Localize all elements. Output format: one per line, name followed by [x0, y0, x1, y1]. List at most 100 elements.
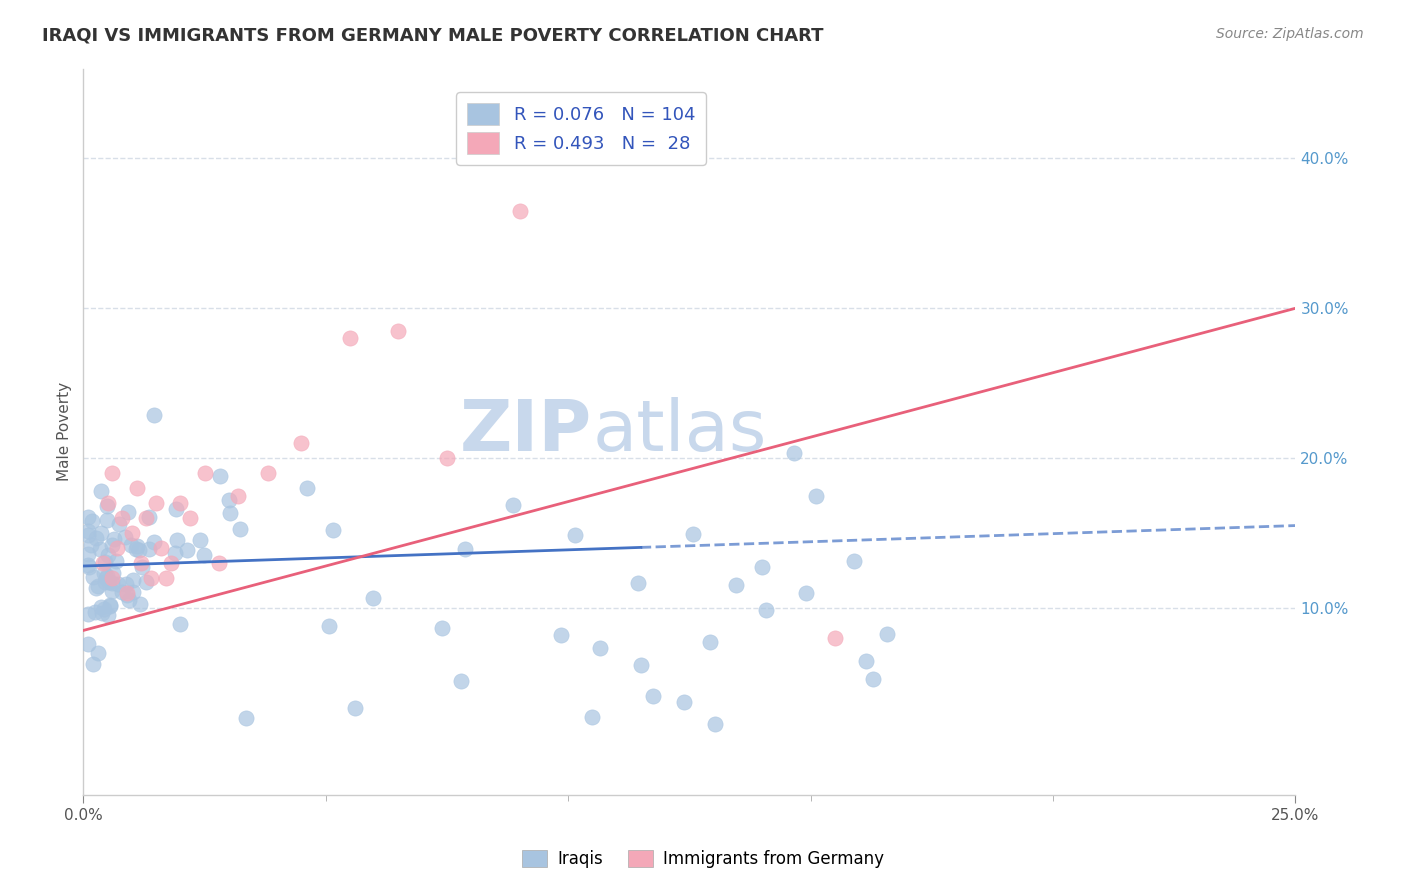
- Point: [704, 716, 727, 731]
- Point: [101, 538, 124, 552]
- Point: [564, 528, 586, 542]
- Point: [862, 673, 884, 687]
- Point: [90, 606, 112, 620]
- Point: [101, 466, 124, 480]
- Point: [77, 547, 100, 561]
- Point: [98, 599, 121, 613]
- Legend: Iraqis, Immigrants from Germany: Iraqis, Immigrants from Germany: [516, 843, 890, 875]
- Point: [121, 526, 143, 541]
- Point: [103, 533, 125, 547]
- Point: [101, 575, 124, 590]
- Point: [450, 674, 472, 689]
- Point: [141, 571, 163, 585]
- Point: [103, 566, 125, 580]
- Point: [876, 627, 898, 641]
- Point: [755, 603, 778, 617]
- Point: [256, 466, 278, 480]
- Point: [117, 588, 139, 602]
- Point: [208, 469, 231, 483]
- Point: [87, 646, 110, 660]
- Point: [176, 542, 198, 557]
- Point: [135, 575, 157, 590]
- Point: [165, 502, 187, 516]
- Point: [105, 554, 128, 568]
- Point: [682, 527, 704, 541]
- Point: [724, 578, 747, 592]
- Point: [82, 514, 104, 528]
- Point: [84, 605, 107, 619]
- Point: [235, 711, 257, 725]
- Point: [131, 556, 153, 570]
- Point: [783, 445, 806, 459]
- Point: [751, 560, 773, 574]
- Point: [105, 541, 128, 555]
- Point: [77, 558, 100, 572]
- Point: [128, 542, 150, 557]
- Point: [82, 570, 104, 584]
- Point: [145, 496, 167, 510]
- Point: [228, 489, 250, 503]
- Legend: R = 0.076   N = 104, R = 0.493   N =  28: R = 0.076 N = 104, R = 0.493 N = 28: [456, 92, 706, 165]
- Point: [98, 575, 121, 590]
- Point: [80, 538, 103, 552]
- Point: [118, 592, 141, 607]
- Point: [142, 409, 165, 423]
- Point: [77, 524, 100, 538]
- Point: [93, 601, 115, 615]
- Text: IRAQI VS IMMIGRANTS FROM GERMANY MALE POVERTY CORRELATION CHART: IRAQI VS IMMIGRANTS FROM GERMANY MALE PO…: [42, 27, 824, 45]
- Point: [699, 635, 721, 649]
- Point: [454, 541, 477, 556]
- Point: [166, 533, 188, 547]
- Point: [93, 566, 115, 580]
- Point: [122, 584, 145, 599]
- Point: [318, 618, 340, 632]
- Point: [90, 600, 112, 615]
- Point: [673, 695, 696, 709]
- Point: [138, 542, 160, 557]
- Point: [165, 546, 187, 560]
- Point: [101, 571, 124, 585]
- Point: [149, 541, 172, 555]
- Point: [127, 539, 149, 553]
- Point: [131, 559, 153, 574]
- Point: [125, 541, 148, 556]
- Point: [77, 637, 100, 651]
- Point: [96, 499, 118, 513]
- Point: [339, 331, 361, 345]
- Point: [96, 496, 118, 510]
- Point: [96, 569, 118, 583]
- Point: [117, 505, 139, 519]
- Point: [121, 574, 143, 588]
- Point: [111, 511, 134, 525]
- Point: [436, 451, 458, 466]
- Point: [502, 499, 524, 513]
- Point: [159, 556, 181, 570]
- Point: [93, 555, 115, 569]
- Point: [169, 617, 191, 632]
- Point: [96, 513, 118, 527]
- Point: [842, 554, 865, 568]
- Point: [432, 621, 454, 635]
- Point: [108, 516, 131, 531]
- Point: [94, 575, 117, 590]
- Point: [550, 628, 572, 642]
- Point: [115, 586, 138, 600]
- Point: [229, 522, 252, 536]
- Point: [297, 481, 319, 495]
- Point: [855, 654, 877, 668]
- Point: [101, 583, 124, 598]
- Point: [794, 585, 817, 599]
- Text: ZIP: ZIP: [460, 398, 592, 467]
- Point: [114, 530, 136, 544]
- Point: [91, 556, 114, 570]
- Point: [98, 599, 121, 614]
- Point: [290, 436, 312, 450]
- Point: [125, 481, 148, 495]
- Point: [86, 531, 108, 545]
- Point: [322, 523, 344, 537]
- Point: [90, 526, 112, 541]
- Text: Source: ZipAtlas.com: Source: ZipAtlas.com: [1216, 27, 1364, 41]
- Point: [135, 511, 157, 525]
- Point: [193, 466, 215, 480]
- Point: [630, 658, 652, 673]
